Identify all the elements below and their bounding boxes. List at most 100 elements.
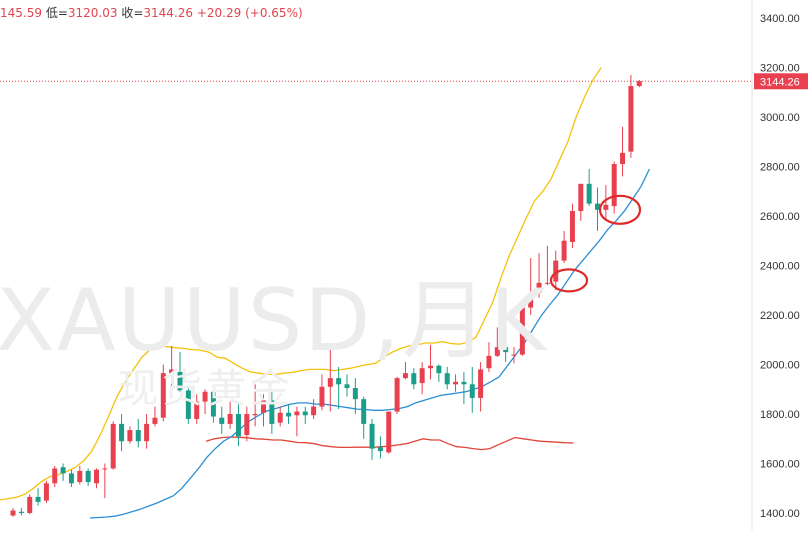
candle bbox=[620, 126, 626, 177]
candle bbox=[102, 463, 108, 499]
candle-body bbox=[461, 381, 467, 385]
watermark-subtitle: 现货黄金 bbox=[118, 366, 294, 412]
ma-middle-line bbox=[89, 168, 650, 519]
candle-body bbox=[110, 423, 116, 469]
candle bbox=[43, 480, 49, 504]
candle bbox=[294, 406, 300, 437]
candle bbox=[503, 332, 509, 363]
candle-body bbox=[194, 401, 200, 419]
ma-upper-line bbox=[0, 67, 602, 501]
change-value: +20.29 bbox=[196, 6, 242, 20]
candle bbox=[494, 327, 500, 358]
candle bbox=[219, 406, 225, 434]
highlight-circle bbox=[598, 194, 642, 225]
candle bbox=[18, 508, 24, 516]
candle bbox=[394, 376, 400, 414]
candle bbox=[110, 421, 116, 470]
watermark-title: XAUUSD,月K bbox=[0, 271, 549, 371]
candle-body bbox=[210, 391, 216, 417]
candle-body bbox=[202, 391, 208, 402]
candle bbox=[202, 389, 208, 414]
candle-body bbox=[628, 86, 634, 152]
candle-body bbox=[469, 384, 475, 398]
candle-body bbox=[402, 373, 408, 379]
candle-body bbox=[152, 417, 158, 424]
candle bbox=[311, 399, 317, 419]
candle bbox=[453, 374, 459, 392]
candle-body bbox=[536, 282, 542, 293]
candle bbox=[94, 468, 99, 489]
candle-body bbox=[586, 183, 592, 204]
y-tick-label: 2000.00 bbox=[760, 360, 800, 372]
candle bbox=[160, 364, 166, 422]
candle bbox=[578, 183, 584, 221]
candle bbox=[536, 253, 542, 298]
candle-body bbox=[77, 470, 83, 483]
candle-body bbox=[319, 386, 325, 407]
candle bbox=[469, 366, 475, 413]
candle-body bbox=[419, 368, 425, 384]
y-tick-label: 3000.00 bbox=[760, 112, 800, 124]
high-value: 145.59 bbox=[0, 6, 42, 20]
candle-body bbox=[486, 355, 492, 369]
y-tick-label: 1400.00 bbox=[760, 508, 800, 520]
candle-body bbox=[294, 411, 300, 416]
candle-body bbox=[561, 240, 567, 261]
candle-body bbox=[286, 412, 292, 417]
candle bbox=[27, 494, 33, 515]
candle-body bbox=[18, 511, 24, 513]
candle bbox=[628, 74, 634, 158]
candle bbox=[210, 386, 216, 423]
candle-body bbox=[578, 183, 584, 212]
candle bbox=[119, 414, 125, 452]
candle-body bbox=[227, 414, 233, 424]
candle bbox=[361, 396, 367, 439]
candle-body bbox=[60, 467, 66, 474]
y-tick-label: 2600.00 bbox=[760, 211, 800, 223]
candle-body bbox=[68, 473, 74, 484]
current-price-tag: 3144.26 bbox=[760, 76, 800, 88]
change-percent: (+0.65%) bbox=[245, 6, 303, 20]
candle bbox=[68, 469, 74, 488]
candle-body bbox=[361, 399, 367, 424]
close-value: 3144.26 bbox=[143, 6, 194, 20]
candle-body bbox=[444, 373, 450, 385]
candle-body bbox=[528, 293, 534, 308]
candle bbox=[511, 347, 517, 364]
candle bbox=[336, 366, 342, 410]
candle bbox=[152, 406, 158, 427]
candle bbox=[135, 418, 141, 448]
candle bbox=[586, 168, 592, 207]
candle bbox=[277, 406, 283, 427]
candle-body bbox=[244, 414, 250, 436]
candle bbox=[269, 391, 275, 434]
candle bbox=[10, 508, 16, 517]
candle-body bbox=[377, 447, 383, 452]
candle bbox=[302, 406, 308, 424]
candle-body bbox=[119, 423, 125, 442]
y-tick-label: 3200.00 bbox=[760, 63, 800, 75]
candle bbox=[177, 352, 183, 392]
candle bbox=[436, 364, 442, 382]
candle-body bbox=[428, 365, 433, 369]
candle bbox=[344, 374, 350, 397]
candle bbox=[369, 418, 375, 460]
candle bbox=[127, 426, 133, 444]
price-axis[interactable]: 1400.00 1600.00 1800.00 2000.00 2200.00 2400.… bbox=[754, 13, 808, 520]
candle-body bbox=[595, 203, 600, 210]
candle bbox=[611, 161, 617, 214]
candle bbox=[569, 203, 575, 249]
candle-body bbox=[436, 365, 442, 374]
close-label: 收= bbox=[121, 6, 144, 20]
candle-body bbox=[394, 378, 400, 412]
candle-body bbox=[235, 414, 241, 437]
y-tick-label: 3400.00 bbox=[760, 13, 800, 25]
candle-body bbox=[94, 469, 99, 484]
candle-body bbox=[185, 390, 191, 419]
candle-body bbox=[553, 260, 559, 282]
candle bbox=[244, 406, 250, 442]
candle-body bbox=[85, 470, 91, 483]
candle-body bbox=[277, 412, 283, 423]
candle-body bbox=[252, 414, 258, 416]
y-tick-label: 2800.00 bbox=[760, 162, 800, 174]
